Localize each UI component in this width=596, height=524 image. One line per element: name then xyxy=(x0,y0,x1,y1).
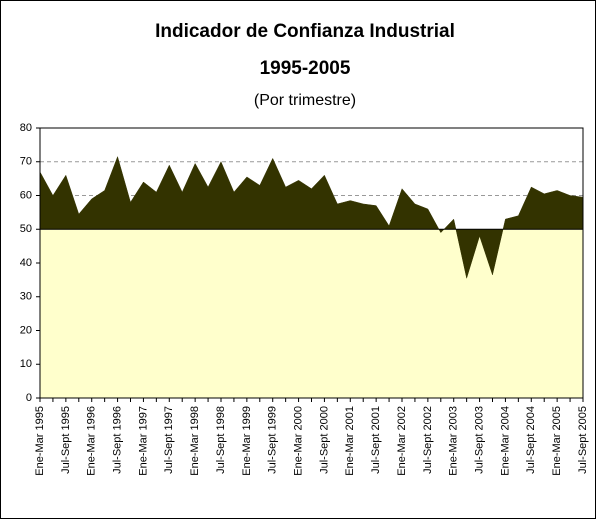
x-tick-label: Ene-Mar 2000 xyxy=(292,406,304,476)
x-tick-label: Jul-Sept 1998 xyxy=(215,406,227,474)
y-tick-label: 80 xyxy=(20,122,32,134)
y-tick-label: 0 xyxy=(26,392,32,404)
x-tick-label: Ene-Mar 1999 xyxy=(241,406,253,476)
x-tick-label: Jul-Sept 1996 xyxy=(111,406,123,474)
x-tick-label: Jul-Sept 1997 xyxy=(163,406,175,474)
y-tick-label: 60 xyxy=(20,189,32,201)
x-tick-label: Jul-Sept 2005 xyxy=(577,406,589,474)
baseline-band xyxy=(40,229,583,398)
x-tick-label: Ene-Mar 1996 xyxy=(86,406,98,476)
x-tick-label: Ene-Mar 1997 xyxy=(137,406,149,476)
y-tick-label: 20 xyxy=(20,324,32,336)
x-tick-label: Jul-Sept 2000 xyxy=(318,406,330,474)
area xyxy=(39,155,584,280)
x-tick-label: Jul-Sept 1995 xyxy=(60,406,72,474)
x-tick-label: Ene-Mar 2002 xyxy=(396,406,408,476)
y-tick-label: 50 xyxy=(20,223,32,235)
x-tick-label: Jul-Sept 2002 xyxy=(422,406,434,474)
x-tick-label: Ene-Mar 2003 xyxy=(448,406,460,476)
y-tick-label: 10 xyxy=(20,358,32,370)
x-tick-label: Ene-Mar 2004 xyxy=(499,406,511,476)
y-tick-label: 30 xyxy=(20,291,32,303)
y-tick-label: 70 xyxy=(20,156,32,168)
x-tick-label: Jul-Sept 2001 xyxy=(370,406,382,474)
x-tick-label: Jul-Sept 1999 xyxy=(267,406,279,474)
chart-note: (Por trimestre) xyxy=(254,92,356,109)
chart-title: Indicador de Confianza Industrial xyxy=(155,21,455,42)
chart-subtitle: 1995-2005 xyxy=(260,58,351,79)
x-tick-label: Ene-Mar 1998 xyxy=(189,406,201,476)
x-tick-label: Jul-Sept 2003 xyxy=(473,406,485,474)
x-tick-label: Ene-Mar 2001 xyxy=(344,406,356,476)
y-tick-label: 40 xyxy=(20,257,32,269)
x-tick-label: Ene-Mar 2005 xyxy=(551,406,563,476)
x-tick-label: Jul-Sept 2004 xyxy=(525,406,537,474)
x-tick-label: Ene-Mar 1995 xyxy=(34,406,46,476)
